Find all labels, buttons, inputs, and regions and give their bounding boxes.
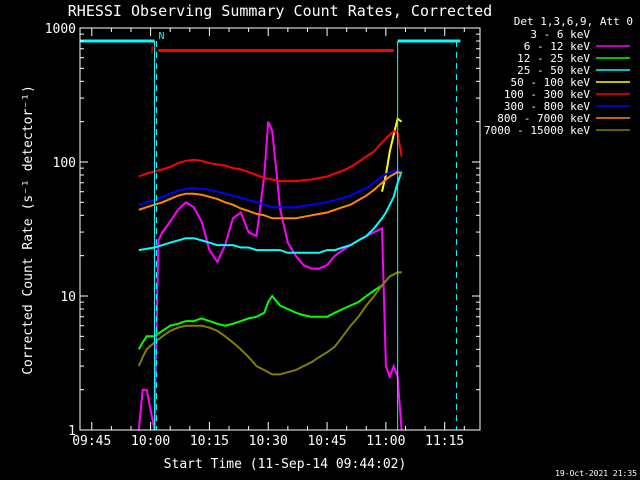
series-line-2 (137, 271, 402, 350)
legend-label: 12 - 25 keV (517, 52, 590, 65)
x-tick-label: 09:45 (72, 434, 111, 449)
legend-title: Det 1,3,6,9, Att 0 (514, 15, 633, 28)
legend-label: 3 - 6 keV (530, 28, 590, 41)
x-tick-label: 11:15 (425, 434, 464, 449)
series-line-6 (138, 169, 402, 209)
legend-label: 300 - 800 keV (504, 100, 590, 113)
chart-title: RHESSI Observing Summary Count Rates, Co… (68, 2, 492, 20)
legend-label: 25 - 50 keV (517, 64, 590, 77)
x-tick-label: 10:00 (131, 434, 170, 449)
series-line-8 (137, 271, 402, 376)
x-tick-label: 10:15 (190, 434, 229, 449)
legend-label: 100 - 300 keV (504, 88, 590, 101)
legend-label: 7000 - 15000 keV (484, 124, 590, 137)
marker-layer: FN (80, 31, 461, 430)
x-tick-label: 10:45 (307, 434, 346, 449)
x-axis-label: Start Time (11-Sep-14 09:44:02) (164, 457, 407, 472)
night-label: N (159, 31, 165, 42)
flare-label: F (150, 45, 156, 56)
x-tick-label: 11:00 (366, 434, 405, 449)
y-tick-label: 100 (53, 156, 76, 171)
legend-label: 6 - 12 keV (524, 40, 591, 53)
timestamp: 19-Oct-2021 21:35 (555, 469, 637, 478)
y-tick-label: 10 (60, 290, 76, 305)
ticks-layer: 09:45 10:00 10:15 10:30 10:45 11:00 11:15 1 10 10… (45, 22, 480, 449)
y-axis-label: Corrected Count Rate (s⁻¹ detector⁻¹) (21, 85, 36, 375)
series-line-7 (138, 171, 402, 220)
legend-label: 800 - 7000 keV (497, 112, 590, 125)
y-tick-label: 1 (68, 424, 76, 439)
series-line-3 (138, 171, 403, 254)
x-tick-label: 10:30 (249, 434, 288, 449)
legend-label: 50 - 100 keV (511, 76, 591, 89)
series-line-4 (381, 117, 403, 192)
plot-frame (79, 27, 481, 431)
series-layer (137, 117, 403, 431)
series-line-5 (138, 129, 403, 183)
y-tick-label: 1000 (45, 22, 76, 37)
